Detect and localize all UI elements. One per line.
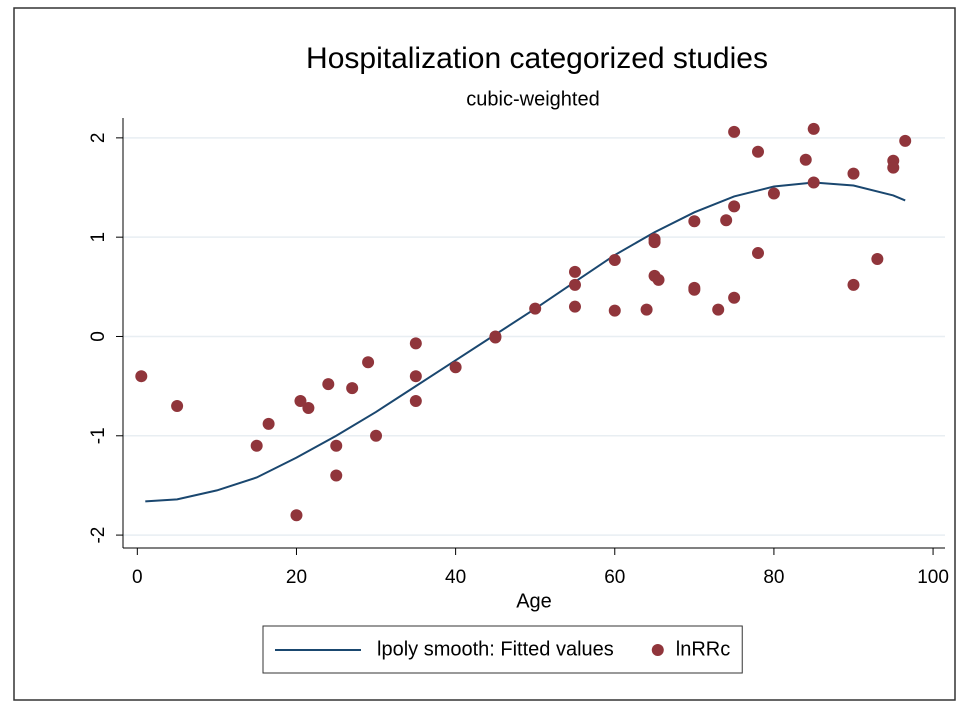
- data-point: [720, 214, 733, 227]
- data-point: [409, 395, 422, 408]
- data-point: [887, 161, 900, 174]
- data-point: [290, 509, 303, 522]
- data-point: [409, 370, 422, 383]
- y-tick-label: -2: [88, 527, 109, 544]
- data-point: [330, 469, 343, 482]
- data-point: [688, 283, 701, 296]
- x-tick-label: 60: [604, 567, 625, 588]
- x-tick-label: 20: [286, 567, 307, 588]
- data-point: [449, 361, 462, 374]
- data-point: [871, 253, 884, 266]
- x-axis-label: Age: [516, 590, 552, 612]
- data-point: [640, 303, 653, 316]
- data-point: [346, 382, 359, 395]
- data-point: [568, 300, 581, 313]
- data-point: [250, 439, 263, 452]
- data-point: [568, 265, 581, 278]
- data-point: [302, 401, 315, 414]
- data-point: [807, 176, 820, 189]
- y-tick-label: 1: [88, 232, 109, 243]
- legend-marker: [651, 644, 664, 656]
- data-point: [568, 278, 581, 291]
- legend-label: lpoly smooth: Fitted values: [377, 638, 614, 660]
- data-point: [330, 439, 343, 452]
- data-point: [728, 200, 741, 213]
- data-point: [652, 273, 665, 286]
- chart-subtitle: cubic-weighted: [466, 88, 599, 110]
- data-point: [807, 122, 820, 135]
- data-point: [262, 417, 275, 430]
- data-point: [648, 236, 661, 249]
- data-point: [362, 356, 375, 369]
- chart-frame: [13, 7, 956, 701]
- data-point: [799, 153, 812, 166]
- data-point: [489, 331, 502, 344]
- data-point: [728, 125, 741, 138]
- data-point: [847, 167, 860, 180]
- data-point: [529, 302, 542, 315]
- data-point: [608, 254, 621, 267]
- data-point: [752, 247, 765, 260]
- data-point: [847, 278, 860, 291]
- y-tick-label: 2: [88, 133, 109, 144]
- data-point: [688, 215, 701, 228]
- x-tick-label: 100: [917, 567, 949, 588]
- data-point: [899, 134, 912, 147]
- data-point: [409, 337, 422, 350]
- x-tick-label: 0: [132, 567, 143, 588]
- data-point: [322, 378, 335, 391]
- chart-title: Hospitalization categorized studies: [306, 42, 768, 75]
- y-tick-label: 0: [88, 331, 109, 342]
- data-point: [135, 370, 148, 383]
- x-tick-label: 80: [763, 567, 784, 588]
- data-point: [370, 429, 383, 442]
- data-point: [294, 395, 307, 408]
- data-point: [712, 303, 725, 316]
- data-point: [608, 304, 621, 317]
- data-point: [767, 187, 780, 200]
- x-tick-label: 40: [445, 567, 466, 588]
- data-point: [171, 399, 184, 412]
- data-point: [728, 291, 741, 304]
- y-tick-label: -1: [88, 427, 109, 444]
- legend-label: lnRRc: [676, 638, 730, 660]
- data-point: [752, 145, 765, 158]
